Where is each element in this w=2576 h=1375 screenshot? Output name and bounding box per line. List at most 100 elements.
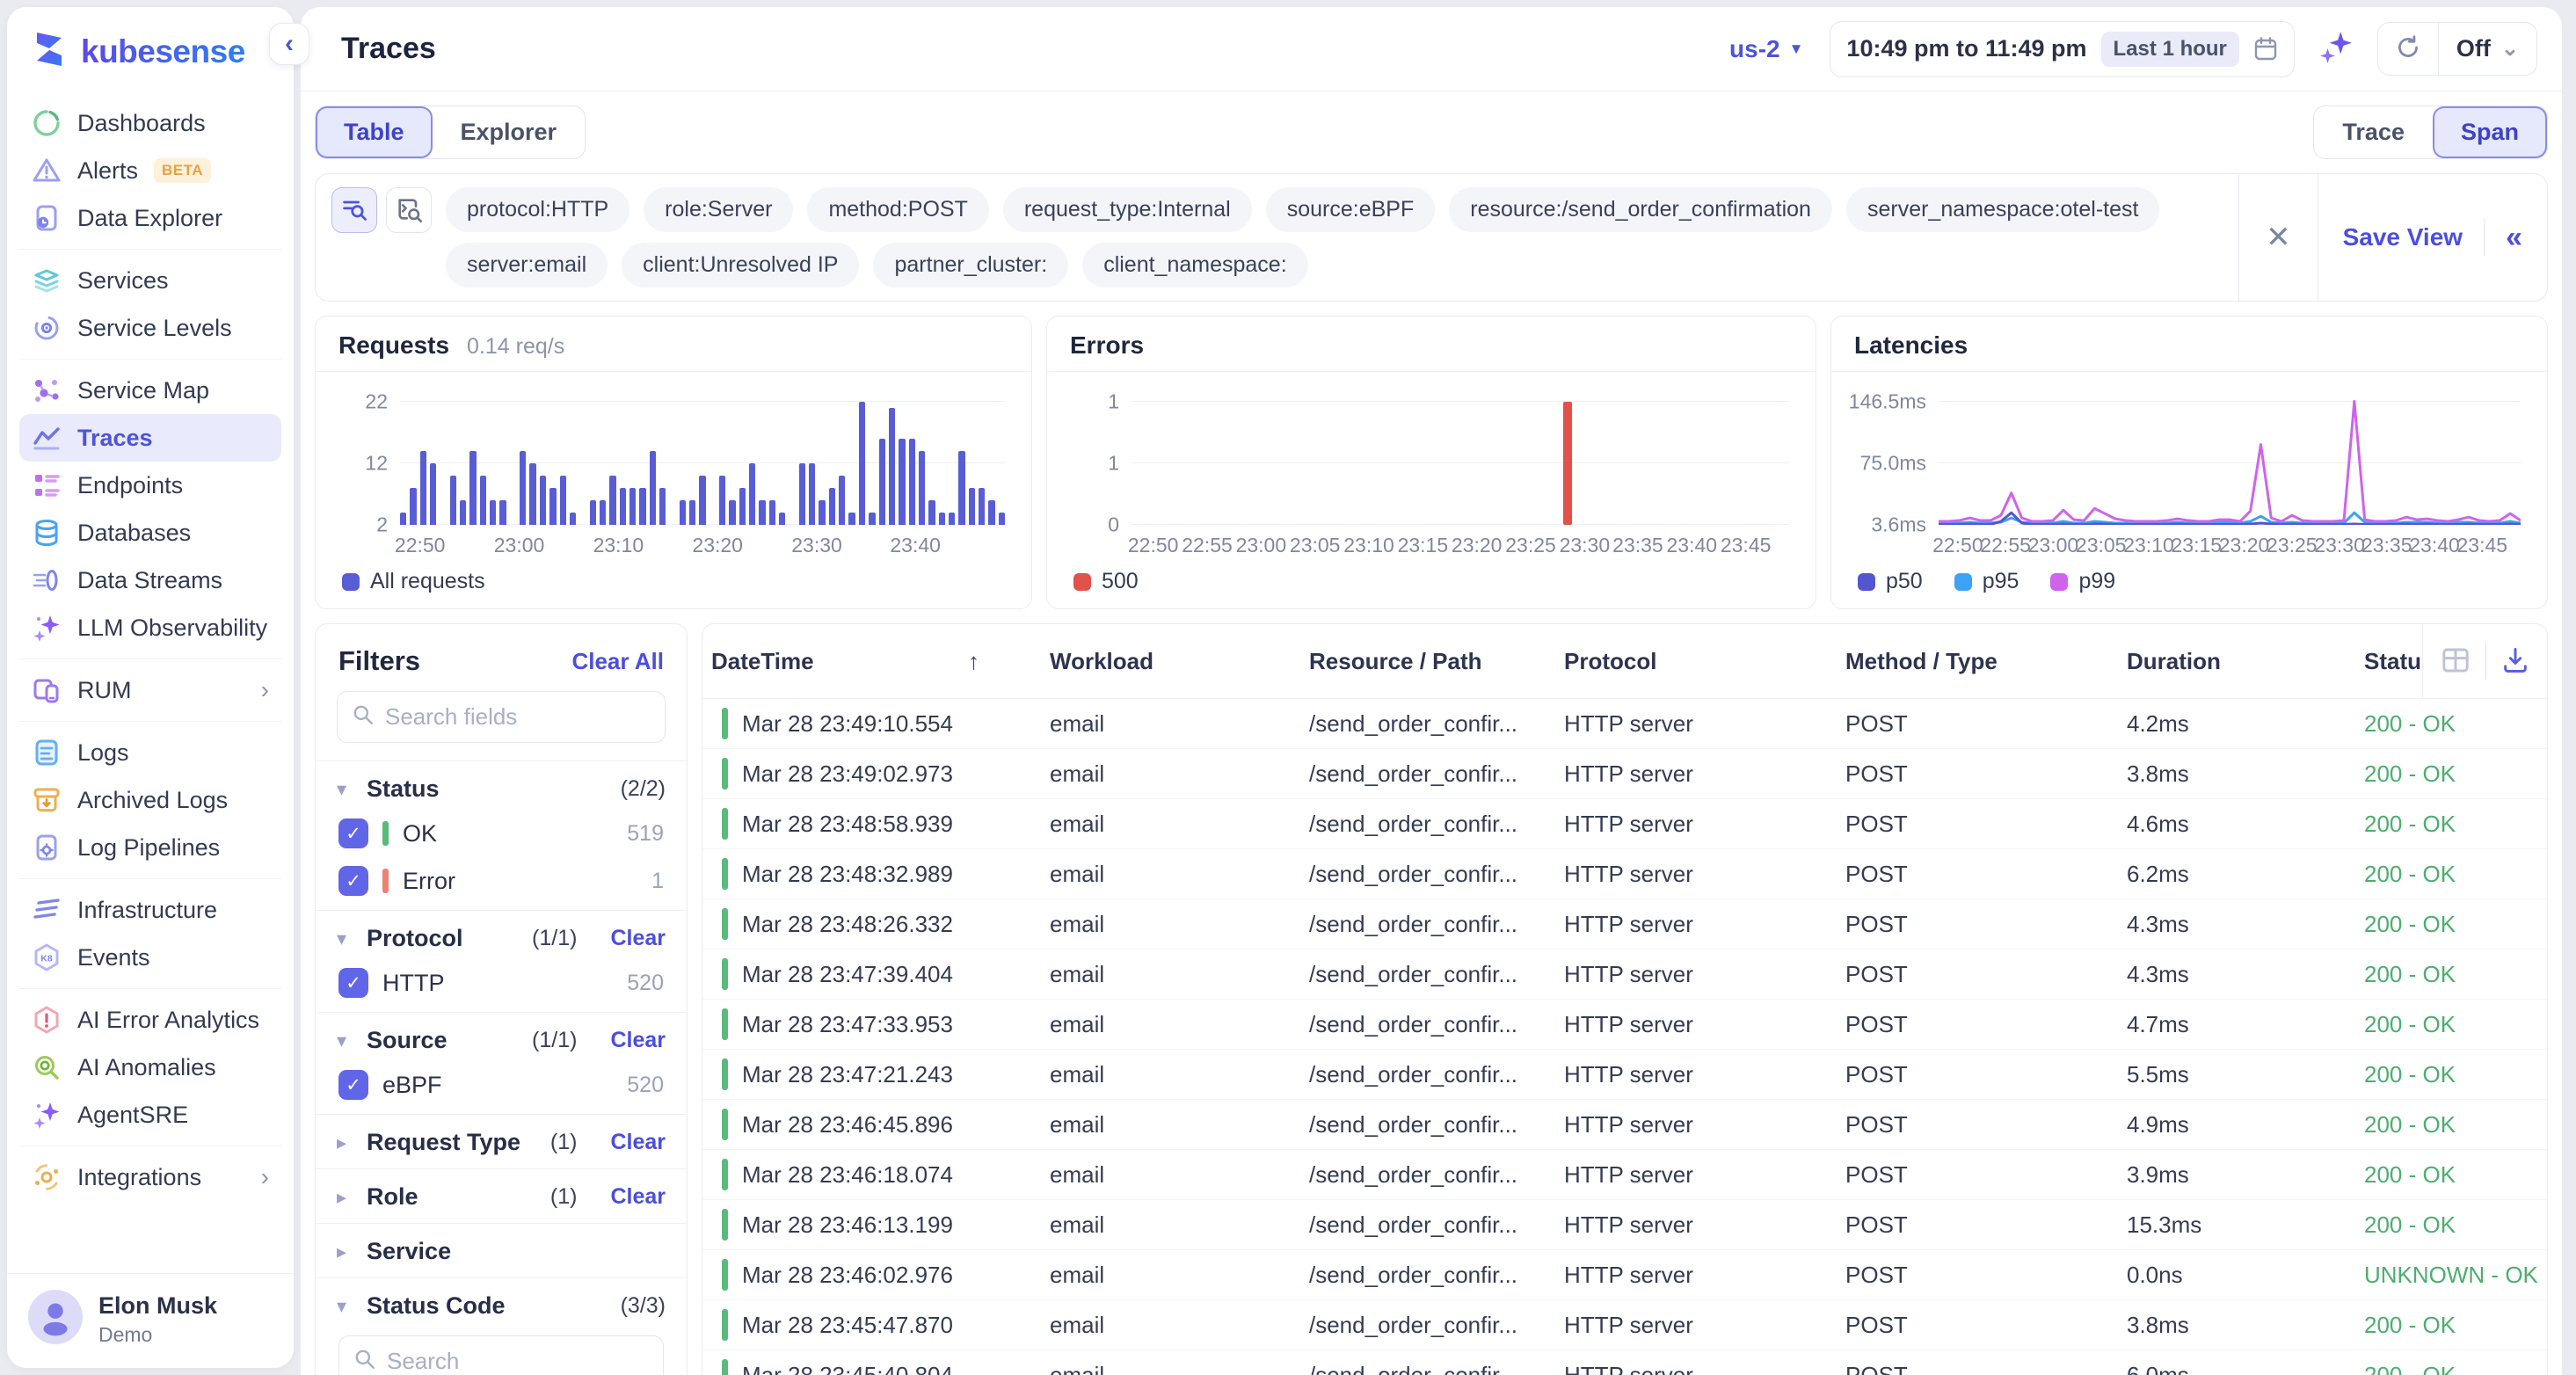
table-row[interactable]: Mar 28 23:45:40.804 email/send_order_conf… [702, 1350, 2547, 1375]
time-range-picker[interactable]: 10:49 pm to 11:49 pm Last 1 hour [1830, 20, 2295, 77]
filter-section-header[interactable]: ▾ Protocol (1/1) Clear [337, 925, 666, 952]
query-search-button[interactable] [386, 187, 432, 233]
service-map-icon [32, 375, 62, 405]
search-input[interactable] [337, 691, 680, 743]
table-row[interactable]: Mar 28 23:48:32.989 email/send_order_conf… [702, 849, 2547, 899]
checkbox-checked[interactable]: ✓ [338, 1070, 368, 1100]
collapse-panel-button[interactable]: « [2506, 220, 2522, 254]
ai-sparkles-button[interactable] [2318, 29, 2354, 69]
sidebar-item-services[interactable]: Services [19, 257, 281, 304]
sidebar-item-ai-anomalies[interactable]: AI Anomalies [19, 1044, 281, 1091]
column-header-resource-path[interactable]: Resource / Path [1300, 648, 1555, 675]
filter-chip[interactable]: server_namespace:otel-test [1845, 187, 2160, 232]
clear-filterbar-button[interactable]: ✕ [2238, 174, 2318, 301]
sidebar-item-archived-logs[interactable]: Archived Logs [19, 776, 281, 824]
filter-chip[interactable]: client_namespace: [1082, 243, 1308, 287]
filter-section-header[interactable]: ▾ Status (2/2) [337, 775, 666, 803]
sidebar-item-infrastructure[interactable]: Infrastructure [19, 886, 281, 934]
filter-section-count: (2/2) [620, 776, 666, 801]
sidebar-item-ai-error-analytics[interactable]: AI Error Analytics [19, 996, 281, 1044]
sidebar-item-service-levels[interactable]: Service Levels [19, 304, 281, 352]
sidebar-item-data-streams[interactable]: Data Streams [19, 557, 281, 604]
checkbox-checked[interactable]: ✓ [338, 818, 368, 848]
column-header-label: Workload [1050, 647, 1153, 674]
save-view-button[interactable]: Save View [2342, 223, 2463, 251]
refresh-button[interactable] [2378, 23, 2439, 75]
filter-chip[interactable]: client:Unresolved IP [622, 243, 860, 287]
sidebar-item-data-explorer[interactable]: Data Explorer [19, 194, 281, 242]
column-header-workload[interactable]: Workload [1041, 648, 1300, 675]
download-button[interactable] [2500, 645, 2530, 678]
filter-section-header[interactable]: ▸ Service [337, 1238, 666, 1265]
filter-chip[interactable]: server:email [446, 243, 608, 287]
filter-option-ebpf[interactable]: ✓ eBPF 520 [337, 1068, 666, 1102]
filter-section-clear-button[interactable]: Clear [610, 1130, 666, 1154]
column-header-datetime[interactable]: DateTime ↑ [702, 648, 1041, 675]
search-field[interactable] [385, 703, 680, 731]
filter-section-header[interactable]: ▾ Source (1/1) Clear [337, 1027, 666, 1054]
filter-section-header[interactable]: ▸ Role (1) Clear [337, 1183, 666, 1211]
sidebar-item-rum[interactable]: RUM › [19, 666, 281, 714]
filter-chip[interactable]: role:Server [644, 187, 794, 232]
sidebar-item-dashboards[interactable]: Dashboards [19, 99, 281, 147]
sidebar-item-log-pipelines[interactable]: Log Pipelines [19, 824, 281, 871]
filter-option-http[interactable]: ✓ HTTP 520 [337, 966, 666, 1000]
filter-option-ok[interactable]: ✓ OK 519 [337, 817, 666, 850]
filter-chip[interactable]: resource:/send_order_confirmation [1449, 187, 1832, 232]
filter-option-error[interactable]: ✓ Error 1 [337, 864, 666, 898]
column-settings-button[interactable] [2440, 644, 2471, 679]
table-row[interactable]: Mar 28 23:45:47.870 email/send_order_conf… [702, 1300, 2547, 1350]
filter-chip[interactable]: partner_cluster: [873, 243, 1069, 287]
column-header-protocol[interactable]: Protocol [1555, 648, 1837, 675]
table-row[interactable]: Mar 28 23:47:21.243 email/send_order_conf… [702, 1050, 2547, 1100]
sidebar-item-integrations[interactable]: Integrations › [19, 1153, 281, 1201]
search-input[interactable] [338, 1335, 681, 1375]
filter-list-search-button[interactable] [331, 187, 377, 233]
filter-section-header[interactable]: ▾ Status Code (3/3) [337, 1292, 666, 1320]
search-field[interactable] [387, 1348, 681, 1375]
table-row[interactable]: Mar 28 23:46:02.976 email/send_order_conf… [702, 1250, 2547, 1300]
table-row[interactable]: Mar 28 23:49:02.973 email/send_order_conf… [702, 749, 2547, 799]
sidebar-item-traces[interactable]: Traces [19, 414, 281, 462]
sidebar-item-logs[interactable]: Logs [19, 729, 281, 776]
region-selector[interactable]: us-2 ▼ [1729, 35, 1803, 63]
sidebar-item-endpoints[interactable]: Endpoints [19, 462, 281, 509]
clear-all-button[interactable]: Clear All [571, 647, 664, 674]
table-row[interactable]: Mar 28 23:47:33.953 email/send_order_conf… [702, 1000, 2547, 1050]
table-row[interactable]: Mar 28 23:49:10.554 email/send_order_conf… [702, 699, 2547, 749]
sidebar-item-agentsre[interactable]: AgentSRE [19, 1091, 281, 1139]
tab-explorer[interactable]: Explorer [433, 106, 586, 158]
table-row[interactable]: Mar 28 23:46:18.074 email/send_order_conf… [702, 1150, 2547, 1200]
sidebar-item-service-map[interactable]: Service Map [19, 367, 281, 414]
filter-section-clear-button[interactable]: Clear [610, 1028, 666, 1052]
filter-chip[interactable]: protocol:HTTP [446, 187, 630, 232]
table-row[interactable]: Mar 28 23:46:13.199 email/send_order_conf… [702, 1200, 2547, 1250]
sidebar-item-events[interactable]: K8 Events [19, 934, 281, 981]
table-row[interactable]: Mar 28 23:47:39.404 email/send_order_conf… [702, 949, 2547, 1000]
column-header-duration[interactable]: Duration [2118, 648, 2355, 675]
sidebar-item-llm-observability[interactable]: LLM Observability [19, 604, 281, 651]
sidebar-item-alerts[interactable]: Alerts BETA [19, 147, 281, 194]
checkbox-checked[interactable]: ✓ [338, 968, 368, 998]
brand[interactable]: kubesense [7, 7, 294, 89]
user-profile[interactable]: Elon Musk Demo [7, 1273, 294, 1368]
tab-span[interactable]: Span [2432, 106, 2547, 158]
sidebar-item-databases[interactable]: Databases [19, 509, 281, 557]
filter-chip[interactable]: source:eBPF [1265, 187, 1436, 232]
table-row[interactable]: Mar 28 23:46:45.896 email/send_order_conf… [702, 1100, 2547, 1150]
filter-section-clear-button[interactable]: Clear [610, 1184, 666, 1209]
tab-trace[interactable]: Trace [2314, 106, 2433, 158]
filter-section-clear-button[interactable]: Clear [610, 926, 666, 950]
table-row[interactable]: Mar 28 23:48:26.332 email/send_order_conf… [702, 899, 2547, 949]
filter-section-header[interactable]: ▸ Request Type (1) Clear [337, 1129, 666, 1156]
filter-chip[interactable]: method:POST [807, 187, 989, 232]
filter-chip[interactable]: request_type:Internal [1002, 187, 1252, 232]
auto-refresh-select[interactable]: Off ⌄ [2439, 23, 2536, 75]
bar [449, 476, 457, 526]
tab-table[interactable]: Table [316, 106, 433, 158]
table-row[interactable]: Mar 28 23:48:58.939 email/send_order_conf… [702, 799, 2547, 849]
checkbox-checked[interactable]: ✓ [338, 866, 368, 896]
sidebar-collapse-button[interactable]: ‹ [269, 23, 309, 65]
column-header-method-type[interactable]: Method / Type [1837, 648, 2118, 675]
status-accent-bar [722, 1159, 728, 1190]
